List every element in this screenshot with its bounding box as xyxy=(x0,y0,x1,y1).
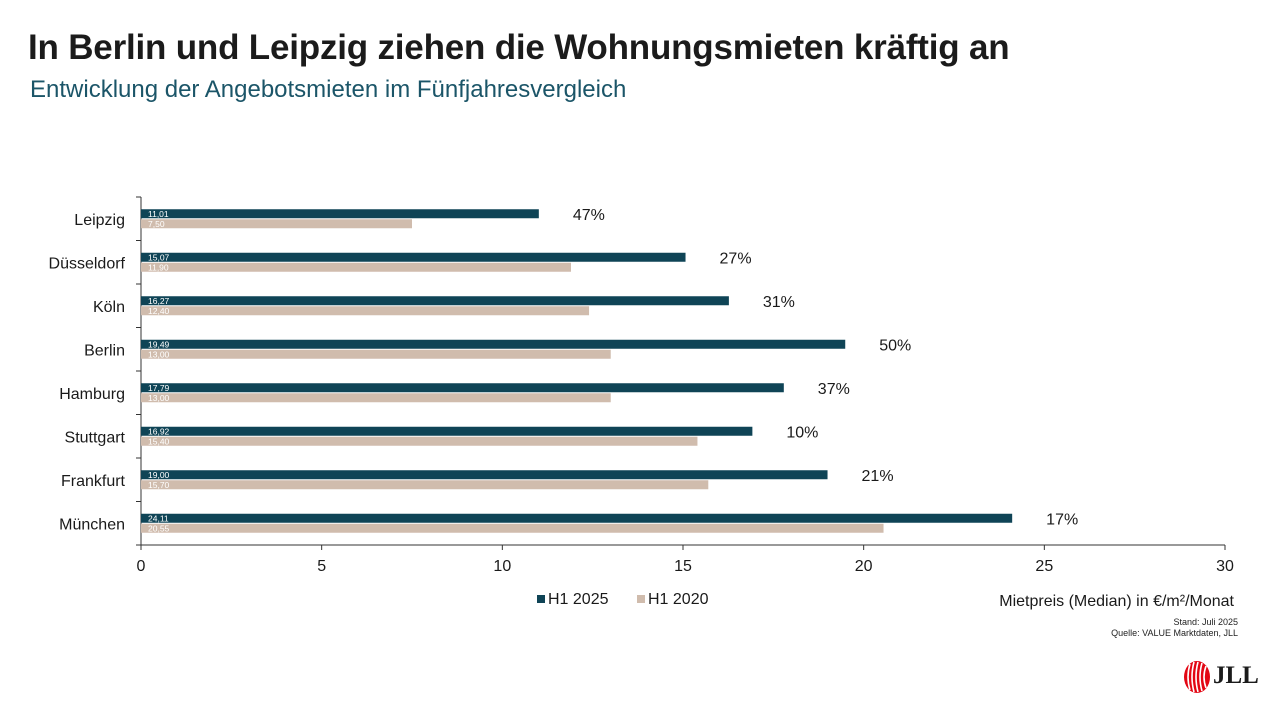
category-label: Frankfurt xyxy=(61,473,126,490)
change-label: 21% xyxy=(862,468,894,485)
bar-value-label-h1-2020: 11,90 xyxy=(148,262,169,272)
bar-value-label-h1-2025: 24,11 xyxy=(148,513,169,523)
jll-logo: JLL xyxy=(1183,660,1259,694)
bar-h1-2020 xyxy=(141,393,611,403)
stand-note: Stand: Juli 2025 xyxy=(1173,617,1238,627)
legend-label-h1-2025: H1 2025 xyxy=(548,591,609,608)
bar-h1-2025 xyxy=(141,296,729,306)
bar-h1-2025 xyxy=(141,209,539,219)
bar-h1-2020 xyxy=(141,436,698,446)
bar-value-label-h1-2025: 19,00 xyxy=(148,470,170,480)
x-tick-label: 25 xyxy=(1035,558,1053,575)
change-label: 31% xyxy=(763,294,795,311)
x-tick-label: 30 xyxy=(1216,558,1234,575)
page-title: In Berlin und Leipzig ziehen die Wohnung… xyxy=(28,28,1010,67)
bar-value-label-h1-2025: 16,92 xyxy=(148,426,170,436)
bar-value-label-h1-2025: 17,79 xyxy=(148,383,170,393)
bar-h1-2025 xyxy=(141,339,846,349)
change-label: 10% xyxy=(786,424,818,441)
bar-value-label-h1-2020: 12,40 xyxy=(148,306,170,316)
bar-h1-2020 xyxy=(141,219,412,229)
jll-logo-text: JLL xyxy=(1213,662,1259,689)
bar-h1-2025 xyxy=(141,383,784,393)
x-tick-label: 5 xyxy=(317,558,326,575)
source-note: Stand: Juli 2025 Quelle: VALUE Marktdate… xyxy=(1111,617,1238,639)
quelle-note: Quelle: VALUE Marktdaten, JLL xyxy=(1111,628,1238,638)
bar-h1-2020 xyxy=(141,523,884,533)
x-tick-label: 20 xyxy=(855,558,873,575)
change-label: 37% xyxy=(818,381,850,398)
bar-h1-2020 xyxy=(141,262,571,272)
bar-value-label-h1-2020: 13,00 xyxy=(148,349,170,359)
bar-h1-2025 xyxy=(141,470,828,480)
legend-swatch-h1-2025 xyxy=(537,595,545,603)
bar-value-label-h1-2020: 13,00 xyxy=(148,393,170,403)
legend-label-h1-2020: H1 2020 xyxy=(648,591,709,608)
category-label: Leipzig xyxy=(74,212,125,229)
change-label: 50% xyxy=(879,337,911,354)
bar-h1-2020 xyxy=(141,349,611,359)
bar-value-label-h1-2025: 15,07 xyxy=(148,252,170,262)
category-label: Stuttgart xyxy=(65,429,126,446)
bar-value-label-h1-2020: 20,55 xyxy=(148,523,170,533)
change-label: 17% xyxy=(1046,511,1078,528)
x-axis-title: Mietpreis (Median) in €/m²/Monat xyxy=(999,593,1234,610)
bar-h1-2020 xyxy=(141,306,590,316)
bar-value-label-h1-2020: 7,50 xyxy=(148,219,165,229)
bar-h1-2025 xyxy=(141,513,1013,523)
bar-value-label-h1-2025: 11,01 xyxy=(148,209,169,219)
bar-value-label-h1-2025: 16,27 xyxy=(148,296,170,306)
category-label: München xyxy=(59,516,125,533)
legend-swatch-h1-2020 xyxy=(637,595,645,603)
x-tick-label: 15 xyxy=(674,558,692,575)
bar-h1-2025 xyxy=(141,426,753,436)
x-tick-label: 10 xyxy=(493,558,511,575)
bar-h1-2025 xyxy=(141,252,686,262)
category-label: Berlin xyxy=(84,342,125,359)
bar-value-label-h1-2020: 15,40 xyxy=(148,436,170,446)
bar-value-label-h1-2020: 15,70 xyxy=(148,480,170,490)
bar-h1-2020 xyxy=(141,480,709,490)
category-label: Köln xyxy=(93,299,125,316)
page-subtitle: Entwicklung der Angebotsmieten im Fünfja… xyxy=(30,76,627,103)
category-label: Hamburg xyxy=(59,386,125,403)
bar-value-label-h1-2025: 19,49 xyxy=(148,339,170,349)
change-label: 27% xyxy=(720,250,752,267)
x-tick-label: 0 xyxy=(137,558,146,575)
category-label: Düsseldorf xyxy=(49,255,126,272)
jll-logo-icon xyxy=(1184,661,1210,693)
change-label: 47% xyxy=(573,207,605,224)
